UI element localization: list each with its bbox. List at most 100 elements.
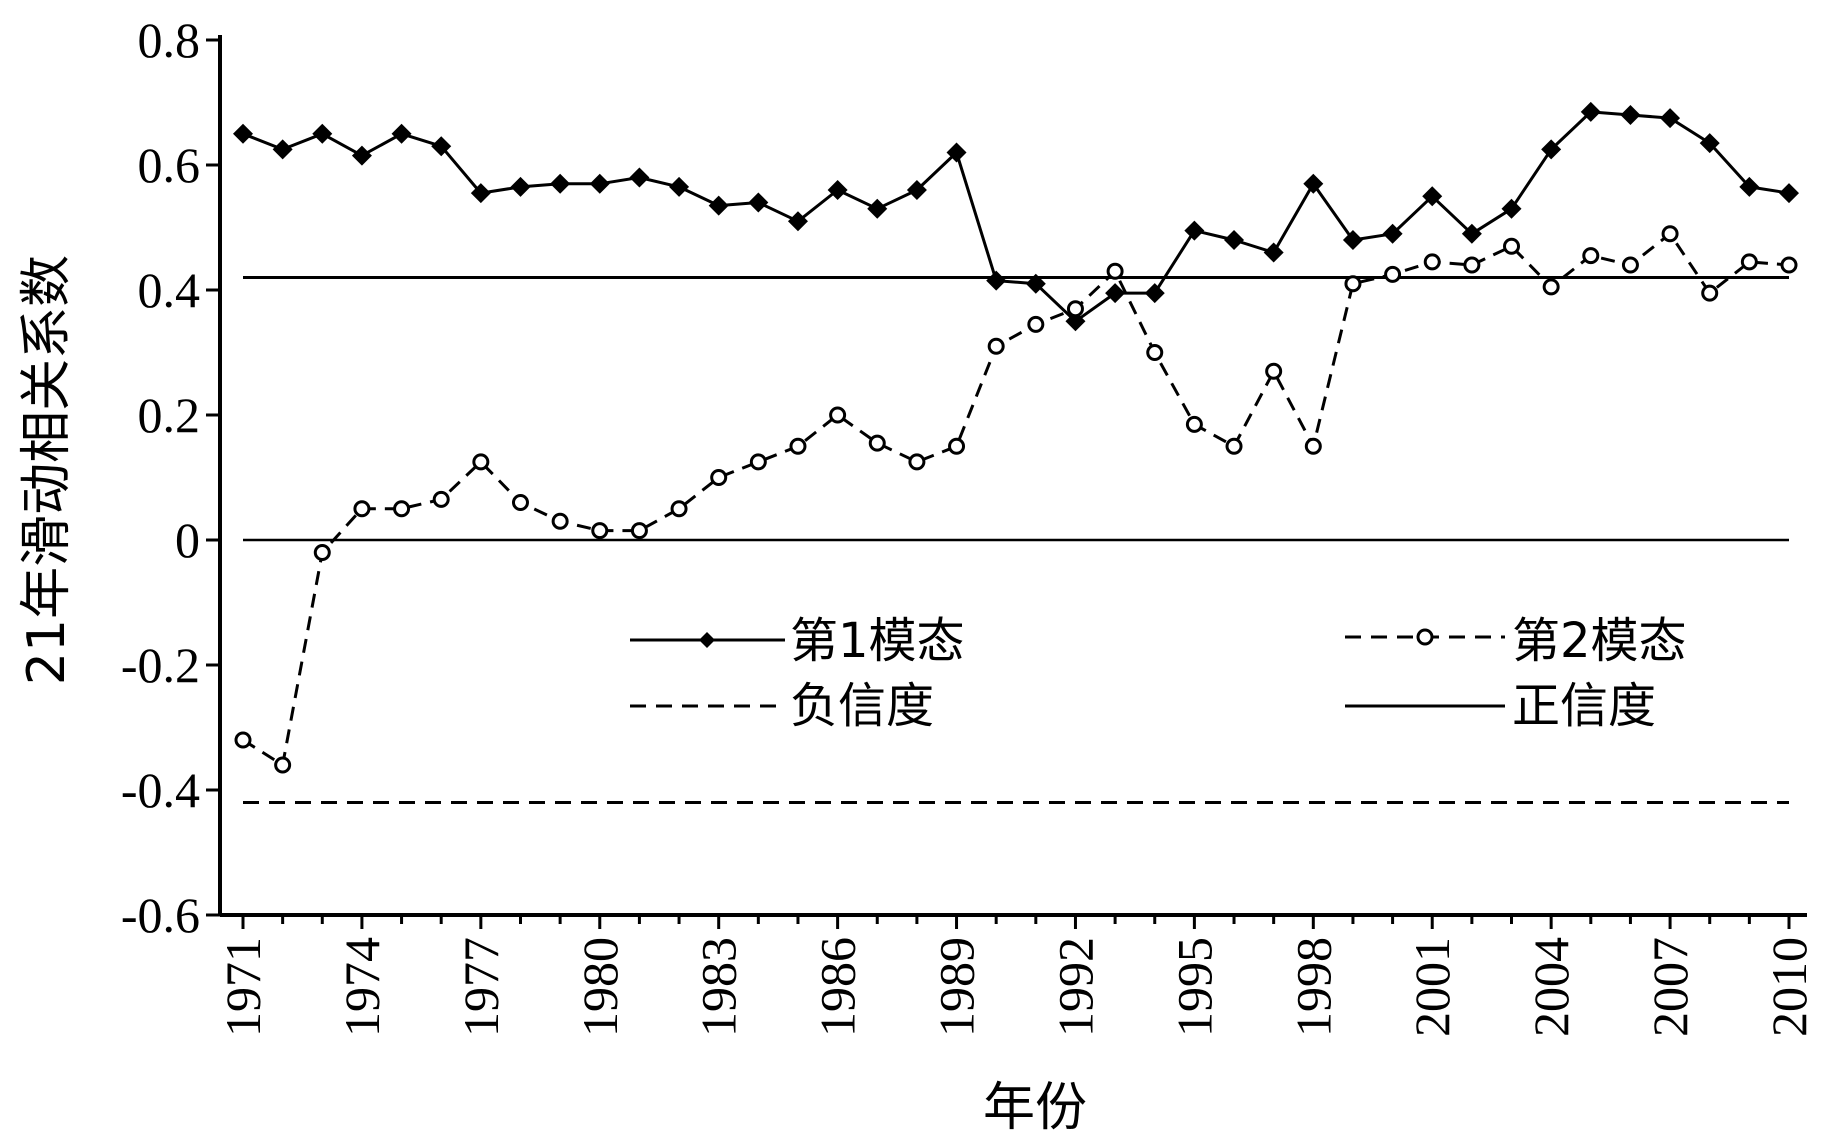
series-2-point [393,500,411,518]
series-1-point [986,270,1007,291]
series-2-point [829,406,847,424]
series-1-point [1660,108,1681,129]
series-2-point [1582,247,1600,265]
y-tick-label: 0.4 [138,262,201,318]
x-tick-label: 1983 [691,937,747,1037]
series-1-point [470,183,491,204]
axes [218,35,1807,917]
series-1-point [1779,183,1799,204]
series-1-point [351,145,372,166]
legend-item-positive-confidence: 正信度 [1345,678,1656,734]
series-2-point [1027,315,1045,333]
series-2-point [1463,256,1481,274]
series-2-point [1384,265,1402,283]
series-1-point [946,142,967,163]
series-2-point [1621,256,1639,274]
x-axis-ticks: 1971 1974 1977 1980 1983 1986 1989 1992 1995 1998… [215,915,1817,1037]
x-tick-label: 1980 [572,937,628,1037]
series-1-point [1105,283,1126,304]
series-2-point [1106,262,1124,280]
y-tick-label: -0.4 [121,762,200,818]
legend-item-negative-confidence: 负信度 [630,678,934,734]
series-2-point [868,434,886,452]
series-2-point [670,500,688,518]
series-2-point [234,731,252,749]
series-1-point [708,195,729,216]
y-tick-label: 0.6 [138,137,201,193]
series-1-point [431,136,452,157]
series-1-point [312,123,333,144]
series-1-point [233,123,253,144]
series-2-point [432,490,450,508]
y-axis-title: 21年滑动相关系数 [17,255,77,685]
series-2-point [789,437,807,455]
series-2-point [710,469,728,486]
series-1-point [1065,311,1086,332]
series-2-point [1225,437,1243,455]
x-tick-label: 2007 [1642,937,1698,1037]
x-tick-label: 1974 [334,937,390,1037]
series-1-point [867,198,888,219]
series-1-point [1699,133,1720,154]
series-2-point [1146,344,1164,361]
series-1-point [1461,223,1482,244]
series-1-point [550,173,571,194]
legend-label-mode2: 第2模态 [1512,613,1687,669]
legend-label-positive-confidence: 正信度 [1512,678,1656,734]
series-2-point [591,522,609,540]
series-2-point [1423,253,1441,271]
series-2-point [1503,237,1521,255]
series-2-point [472,453,490,471]
x-tick-label: 2004 [1523,937,1579,1037]
series-1-point [1184,220,1205,241]
y-tick-label: 0.8 [138,12,201,68]
x-tick-label: 1986 [810,937,866,1037]
series-1-point [906,180,927,200]
series-1-point [589,173,610,194]
y-tick-label: -0.2 [121,637,200,693]
series-1-point [669,176,690,197]
series-1-point [1303,173,1324,194]
series-1-point [787,211,808,232]
x-tick-label: 1998 [1285,937,1341,1037]
series-1-point [827,180,848,200]
x-tick-label: 2001 [1404,937,1460,1037]
series-2-point [1304,437,1322,455]
series-2-point [1701,284,1719,302]
x-tick-label: 1971 [215,937,271,1037]
y-tick-label: 0.2 [138,387,201,443]
series-2-point [1185,415,1203,433]
series-2-point [1066,300,1084,318]
x-axis-title: 年份 [983,1078,1087,1138]
series-1-point [1541,139,1562,160]
series-2-point [274,756,292,774]
series-1-point [1580,101,1601,122]
x-tick-label: 1992 [1047,937,1103,1037]
series-2-point [630,522,648,540]
series-2-point [1740,253,1758,271]
y-tick-label: -0.6 [121,887,200,943]
series-2-point [353,500,371,518]
series-1-point [272,139,293,160]
series-2-point [551,512,569,530]
legend-item-mode2: 第2模态 [1345,613,1687,669]
series-1-point [1382,223,1403,244]
y-tick-label: 0 [175,512,200,568]
series-markers [233,101,1799,774]
legend-item-mode1: 第1模态 [630,613,965,669]
series-2-point [1542,278,1560,296]
series-1-point [748,192,769,213]
series-1-point [1422,186,1443,207]
series-line-2 [242,232,1790,767]
series-1-point [1144,283,1165,304]
x-tick-label: 1977 [453,937,509,1037]
series-1-point [510,176,531,197]
series-1-point [1342,230,1363,250]
series-1-point [1739,176,1760,197]
series-1-point [1263,242,1284,263]
series-2-point [1344,275,1362,293]
series-2-point [1780,256,1798,274]
series-1-point [391,123,412,144]
series-2-point [749,453,767,471]
